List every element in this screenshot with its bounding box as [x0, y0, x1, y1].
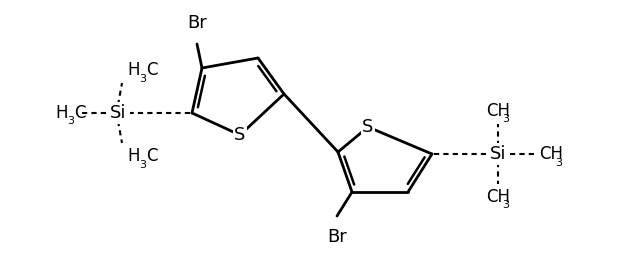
- Text: Si: Si: [109, 104, 126, 122]
- Text: H: H: [128, 61, 140, 79]
- Text: 3: 3: [67, 117, 74, 126]
- Text: Br: Br: [187, 14, 207, 32]
- Text: CH: CH: [539, 145, 563, 163]
- Text: CH: CH: [486, 188, 510, 206]
- Text: 3: 3: [502, 115, 509, 124]
- Text: CH: CH: [486, 102, 510, 120]
- Text: H: H: [128, 147, 140, 165]
- Text: C: C: [146, 147, 157, 165]
- Text: H: H: [56, 104, 68, 122]
- Text: C: C: [146, 61, 157, 79]
- Text: 3: 3: [502, 200, 509, 211]
- Text: 3: 3: [140, 73, 147, 84]
- Text: Si: Si: [490, 145, 506, 163]
- Text: 3: 3: [555, 157, 562, 167]
- Text: S: S: [234, 126, 246, 144]
- Text: C: C: [74, 104, 86, 122]
- Text: S: S: [362, 118, 374, 136]
- Text: Br: Br: [327, 228, 347, 246]
- Text: 3: 3: [140, 160, 147, 169]
